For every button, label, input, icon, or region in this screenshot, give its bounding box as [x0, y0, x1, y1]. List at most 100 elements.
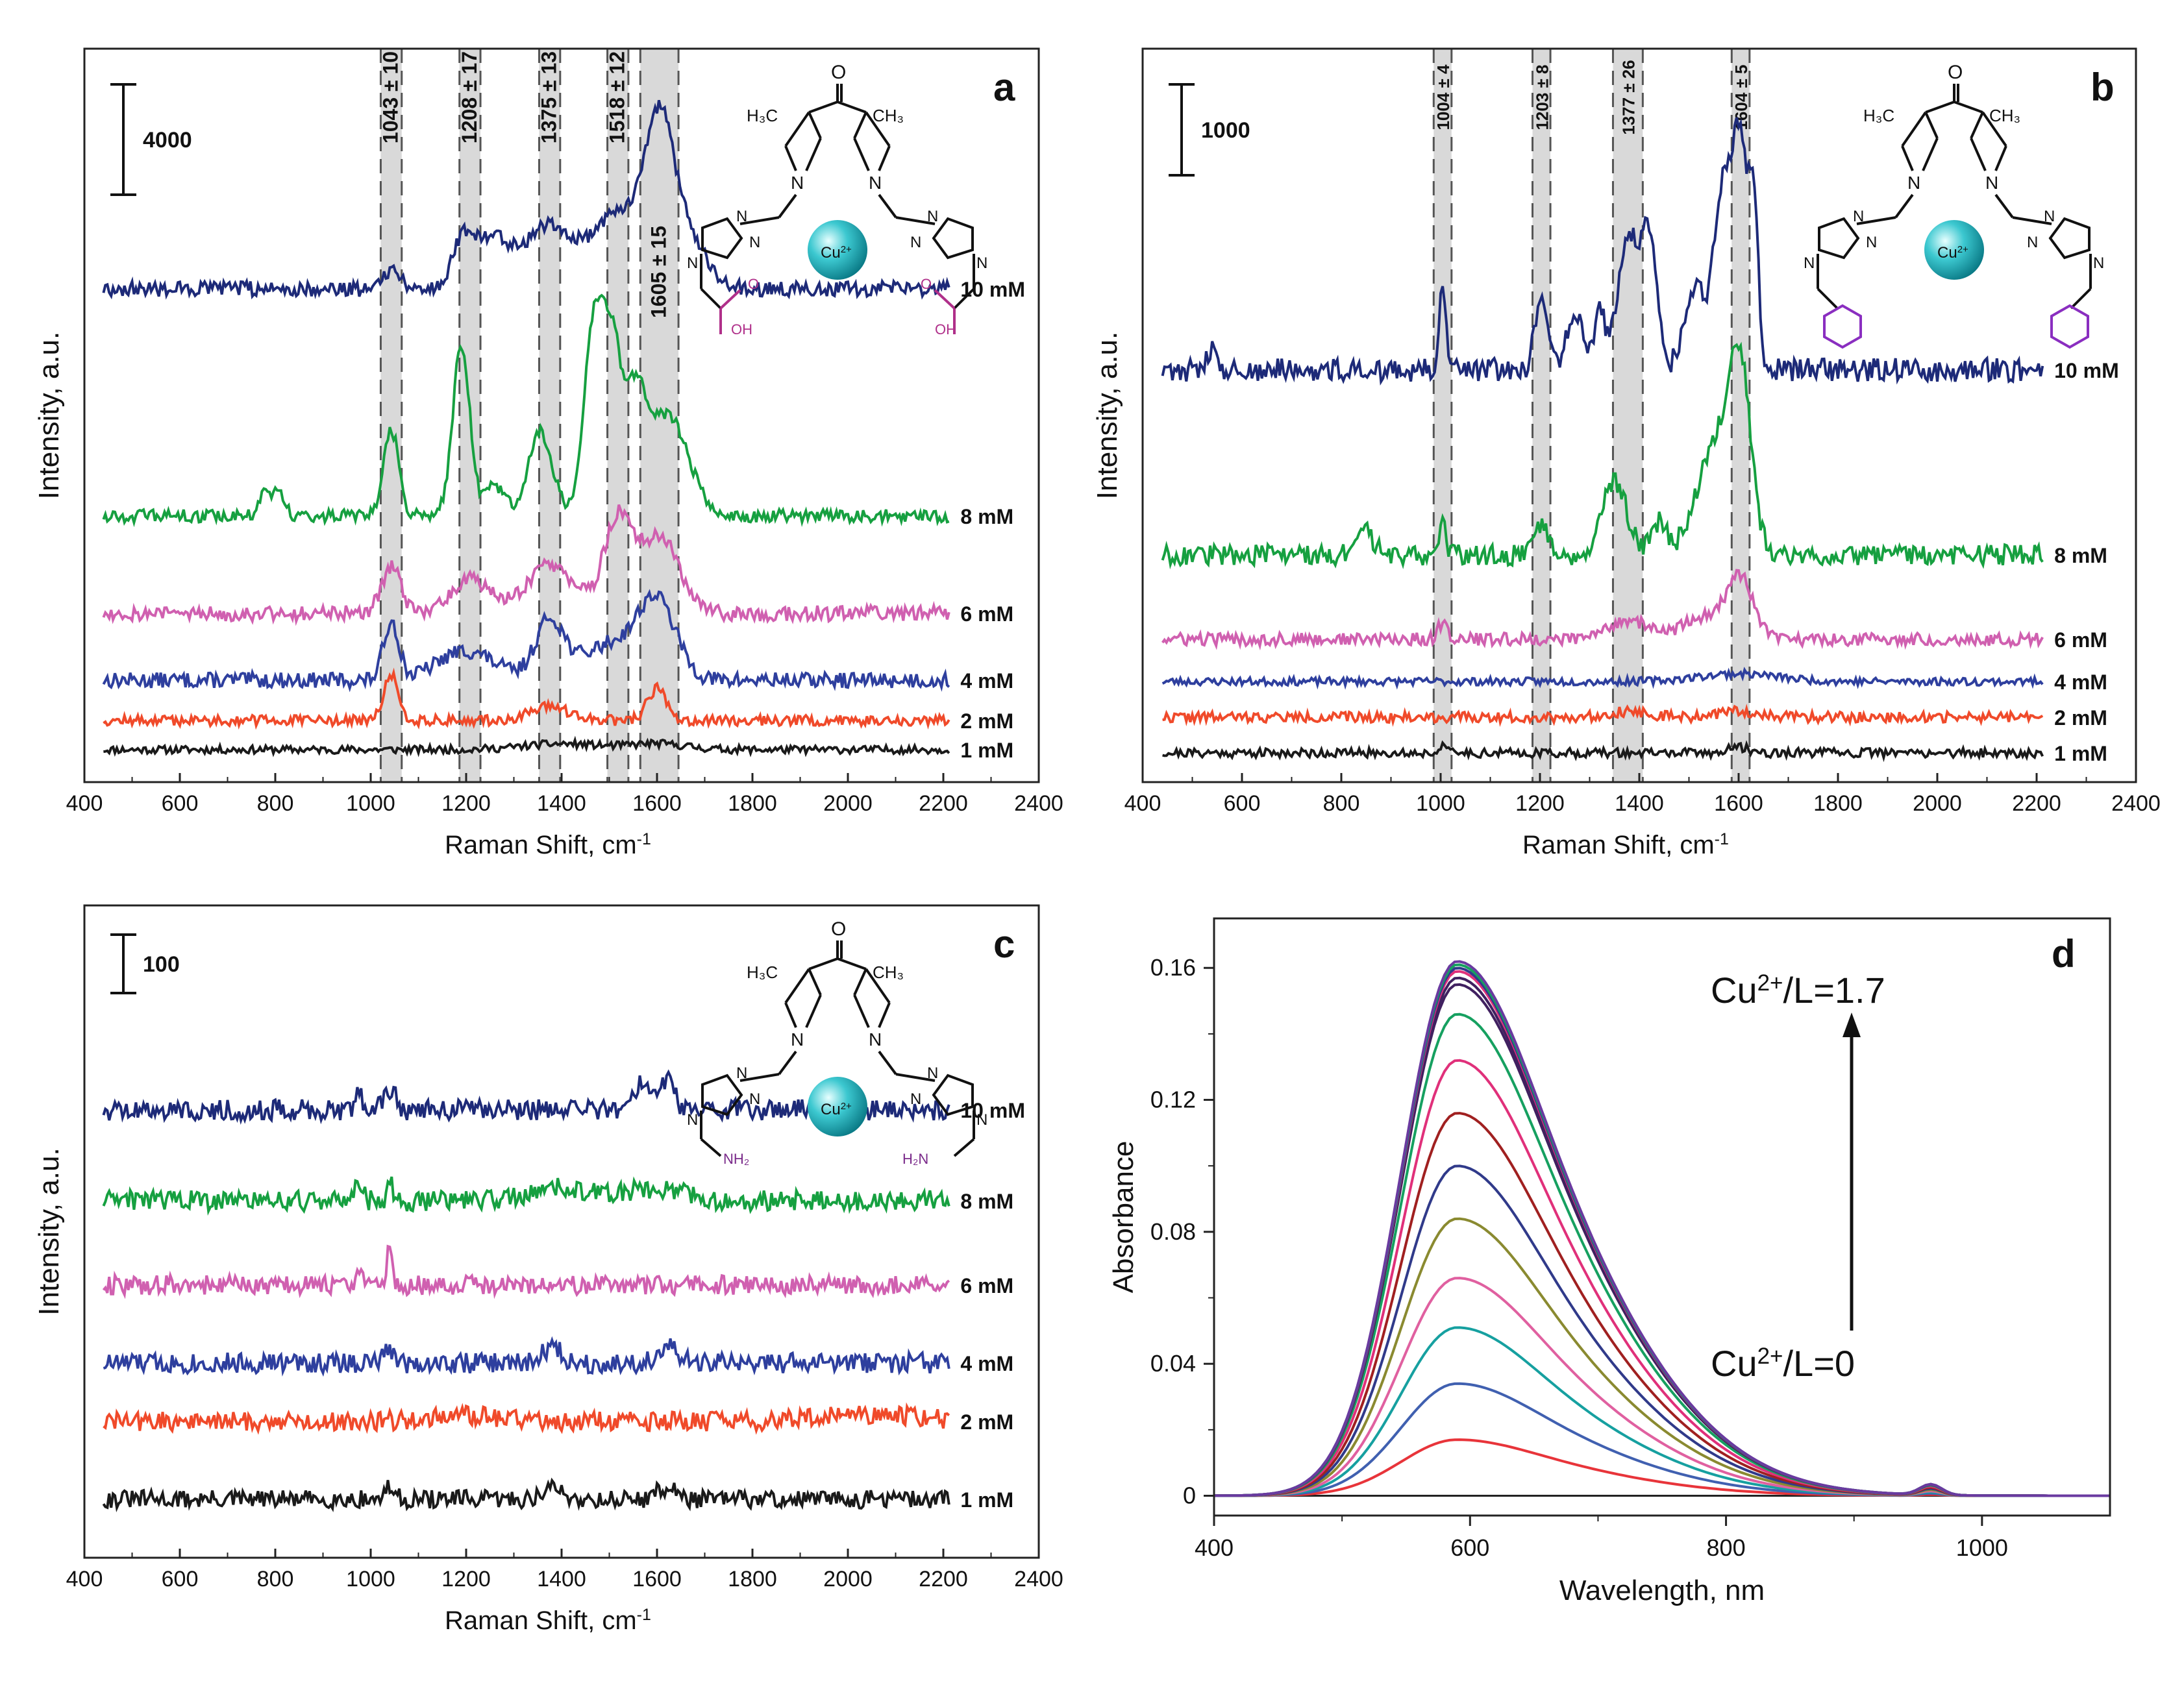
molecule-bond: [808, 101, 838, 114]
band-label: 1043 ± 10: [379, 51, 403, 143]
molecule-bond: [1970, 112, 1984, 139]
molecule-h3c-label: H₃C: [1863, 106, 1894, 125]
series-label: 4 mM: [960, 1352, 1013, 1375]
x-tick-label: 600: [162, 791, 199, 816]
x-tick-label: 400: [66, 1567, 103, 1591]
molecule-bond: [853, 968, 867, 996]
y-tick-label: 0.12: [1150, 1087, 1196, 1113]
molecule-h3c-label: H₃C: [747, 106, 778, 125]
molecule-bond: [1894, 193, 1914, 219]
plot-frame: [1213, 917, 2111, 1517]
spectrum-line-2-mM: [103, 1402, 950, 1435]
band-highlight: [380, 49, 402, 782]
x-tick-label: 1000: [1416, 791, 1465, 816]
molecule-hydroxyl-label: OH: [935, 321, 956, 338]
x-axis-label: Wavelength, nm: [1559, 1575, 1765, 1606]
x-tick-label: 2400: [1014, 1567, 1063, 1591]
x-tick-label: 2400: [2111, 791, 2161, 816]
band-highlight: [1433, 49, 1452, 782]
molecule-carbonyl-o-label: O: [748, 276, 759, 292]
y-axis-label: Intensity, a.u.: [1091, 332, 1123, 499]
x-axis-label: Raman Shift, cm-1: [1522, 830, 1729, 859]
molecule-ch3-label: CH₃: [873, 106, 904, 125]
molecule-triazole-ring: [1818, 217, 1860, 260]
x-tick-label: 1600: [632, 1567, 682, 1591]
series-label: 6 mM: [960, 1274, 1013, 1297]
series-label: 1 mM: [960, 1488, 1013, 1512]
molecule-triazole-n-label: N: [736, 208, 747, 225]
x-tick-label: 1800: [1813, 791, 1863, 816]
molecule-ch3-label: CH₃: [873, 963, 904, 982]
scale-bar-label: 1000: [1201, 118, 1250, 143]
x-tick-label: 2000: [1913, 791, 1962, 816]
molecule-triazole-n-label: N: [976, 1111, 987, 1129]
x-tick-label: 400: [66, 791, 103, 816]
series-label: 2 mM: [960, 709, 1013, 733]
molecule-triazole-n-label: N: [976, 254, 987, 272]
molecule-bond: [808, 957, 838, 970]
x-tick-label: 600: [1224, 791, 1261, 816]
spectrum-line-6-mM: [1161, 569, 2044, 651]
panel-d: 400 600 800 1000 0 0.04 0.08 0.12 0.16 Wavelength…: [1108, 917, 2111, 1606]
molecule-triazole-n-label: N: [2093, 254, 2104, 272]
molecule-bond: [1922, 138, 1939, 171]
molecule-bond: [2070, 288, 2092, 310]
molecule-n-right-label: N: [869, 1029, 882, 1050]
band-label: 1004 ± 4: [1433, 64, 1453, 130]
absorbance-curve: [1213, 1164, 2110, 1497]
molecule-benzene-ring: [1823, 304, 1862, 349]
copper-ion-sphere: [808, 1077, 867, 1136]
molecule-triazole-ring: [701, 1074, 743, 1116]
molecule-amine-label: NH₂: [723, 1151, 749, 1167]
series-label: 1 mM: [2054, 742, 2107, 765]
band-label: 1377 ± 26: [1619, 60, 1638, 134]
x-tick-label: 800: [1323, 791, 1360, 816]
series-label: 8 mM: [960, 1190, 1013, 1213]
series-label: 6 mM: [960, 602, 1013, 626]
molecule-bond: [878, 1002, 891, 1028]
molecule-h3c-label: H₃C: [747, 963, 778, 982]
molecule-bond: [784, 145, 797, 171]
copper-ion-label: Cu2+: [1937, 244, 1968, 262]
spectrum-line-8-mM: [102, 1176, 950, 1216]
molecule-triazole-n-label: N: [927, 1064, 938, 1082]
panel-a: 1043 ± 10 1208 ± 17 1375 ± 13 1518 ± 12 1605…: [33, 47, 1063, 859]
x-tick-label: 1200: [441, 1567, 491, 1591]
molecule-triazole-n-label: N: [736, 1064, 747, 1082]
molecule-bond: [805, 138, 822, 171]
absorbance-curve: [1214, 1277, 2110, 1497]
copper-ion-label: Cu2+: [821, 244, 852, 262]
plot-frame: [83, 47, 1040, 783]
molecule-bond: [853, 138, 870, 171]
y-axis-label: Absorbance: [1108, 1141, 1139, 1294]
y-axis-label: Intensity, a.u.: [33, 1148, 65, 1315]
y-tick-label: 0.16: [1150, 954, 1196, 981]
spectrum-line-1-mM: [1162, 740, 2044, 763]
x-tick-label: 1200: [1515, 791, 1565, 816]
plot-frame: [83, 904, 1040, 1559]
molecule-oxygen-label: O: [1948, 62, 1963, 83]
spectrum-line-8-mM: [1161, 341, 2044, 570]
molecule-bond: [1925, 101, 1955, 114]
x-tick-label: 800: [257, 1567, 294, 1591]
molecule-n-right-label: N: [869, 173, 882, 193]
x-tick-label: 800: [1707, 1534, 1746, 1561]
x-axis-label: Raman Shift, cm-1: [445, 830, 651, 859]
molecule-triazole-ring: [701, 217, 743, 260]
molecule-triazole-n-label: N: [927, 208, 938, 225]
series-label: 2 mM: [2054, 706, 2107, 730]
series-label: 10 mM: [2054, 359, 2119, 382]
spectrum-line-10-mM: [102, 99, 950, 300]
molecule-bond: [778, 193, 797, 219]
ratio-annotation-bottom: Cu2+/L=0: [1711, 1343, 1855, 1384]
molecule-bond: [1901, 145, 1914, 171]
y-tick-label: 0.08: [1150, 1218, 1196, 1245]
x-tick-label: 1400: [1615, 791, 1664, 816]
x-tick-label: 2200: [2012, 791, 2061, 816]
series-label: 4 mM: [2054, 670, 2107, 694]
molecule-n-left-label: N: [791, 1029, 804, 1050]
molecule-bond: [700, 1138, 722, 1157]
x-tick-label: 2200: [919, 791, 968, 816]
x-tick-label: 2000: [823, 1567, 873, 1591]
